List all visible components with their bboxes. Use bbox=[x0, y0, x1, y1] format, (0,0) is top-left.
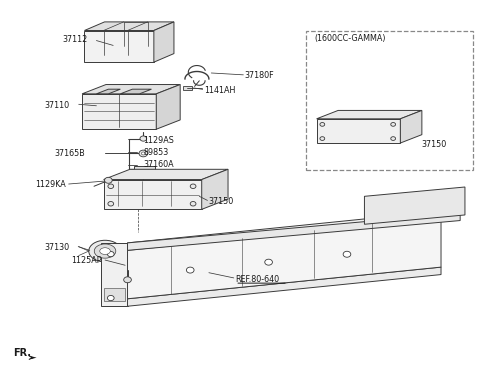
Text: 1129KA: 1129KA bbox=[35, 180, 66, 188]
Ellipse shape bbox=[89, 240, 121, 262]
Circle shape bbox=[108, 184, 114, 188]
Polygon shape bbox=[317, 119, 400, 143]
Circle shape bbox=[140, 136, 147, 141]
Text: REF.80-640: REF.80-640 bbox=[235, 275, 279, 284]
Polygon shape bbox=[317, 110, 422, 119]
Circle shape bbox=[190, 184, 196, 188]
Polygon shape bbox=[104, 288, 125, 301]
Polygon shape bbox=[134, 166, 156, 172]
Ellipse shape bbox=[94, 244, 116, 258]
Polygon shape bbox=[101, 243, 128, 306]
Polygon shape bbox=[82, 85, 180, 94]
Circle shape bbox=[105, 177, 112, 183]
Bar bbox=[306, 31, 473, 170]
Circle shape bbox=[391, 137, 396, 140]
Text: 1129AS: 1129AS bbox=[144, 136, 174, 145]
Circle shape bbox=[142, 152, 145, 155]
Polygon shape bbox=[156, 85, 180, 129]
Text: 37112: 37112 bbox=[62, 35, 87, 44]
Circle shape bbox=[186, 267, 194, 273]
Polygon shape bbox=[104, 180, 202, 209]
Polygon shape bbox=[202, 169, 228, 209]
Circle shape bbox=[343, 251, 351, 257]
Circle shape bbox=[320, 137, 324, 140]
Polygon shape bbox=[82, 94, 156, 129]
Polygon shape bbox=[31, 356, 36, 359]
Text: 1141AH: 1141AH bbox=[204, 86, 236, 95]
Text: 37130: 37130 bbox=[45, 243, 70, 252]
Text: 37180F: 37180F bbox=[245, 71, 275, 80]
Polygon shape bbox=[104, 169, 228, 180]
Polygon shape bbox=[364, 187, 465, 224]
Circle shape bbox=[391, 123, 396, 126]
Text: FR.: FR. bbox=[12, 349, 31, 358]
Polygon shape bbox=[96, 89, 120, 94]
Polygon shape bbox=[128, 267, 441, 306]
Polygon shape bbox=[128, 213, 460, 250]
Circle shape bbox=[265, 259, 273, 265]
Polygon shape bbox=[84, 31, 154, 62]
Circle shape bbox=[190, 202, 196, 206]
Circle shape bbox=[139, 150, 148, 157]
Polygon shape bbox=[154, 22, 174, 62]
Polygon shape bbox=[128, 211, 441, 250]
Text: 89853: 89853 bbox=[144, 148, 168, 157]
Polygon shape bbox=[128, 219, 441, 299]
Circle shape bbox=[124, 277, 132, 283]
Text: (1600CC-GAMMA): (1600CC-GAMMA) bbox=[315, 34, 386, 43]
Circle shape bbox=[108, 295, 114, 301]
Polygon shape bbox=[84, 22, 174, 31]
Text: 37150: 37150 bbox=[422, 140, 447, 149]
Text: 37150: 37150 bbox=[209, 197, 234, 206]
Circle shape bbox=[320, 123, 324, 126]
Text: 37160A: 37160A bbox=[144, 160, 174, 169]
Polygon shape bbox=[120, 89, 152, 94]
Ellipse shape bbox=[100, 248, 110, 254]
Polygon shape bbox=[400, 110, 422, 143]
Circle shape bbox=[108, 251, 114, 257]
Circle shape bbox=[108, 202, 114, 206]
Text: 37110: 37110 bbox=[45, 101, 70, 110]
Polygon shape bbox=[182, 86, 192, 90]
Text: 1125AP: 1125AP bbox=[72, 256, 102, 265]
Text: 37165B: 37165B bbox=[54, 149, 85, 158]
